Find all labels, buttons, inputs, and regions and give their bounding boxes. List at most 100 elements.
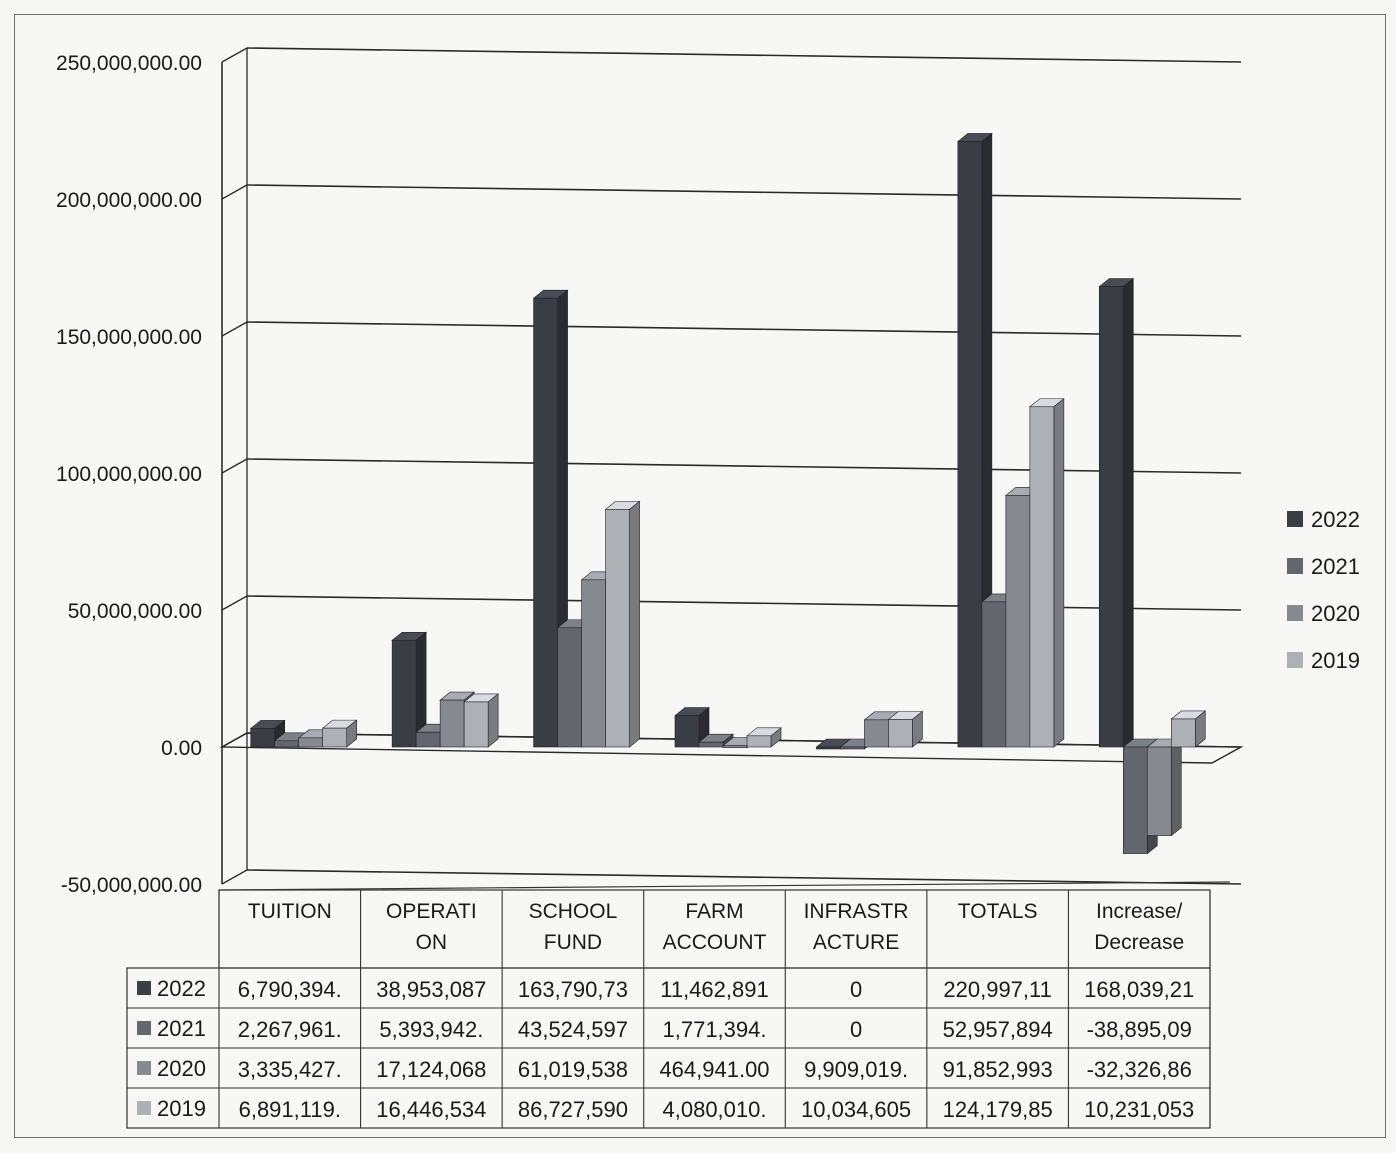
legend: 2022 2021 2020 2019 [1287, 507, 1360, 673]
bar-front [391, 639, 417, 748]
bar-front [840, 746, 865, 750]
bar-front [415, 731, 441, 748]
bar [1029, 398, 1065, 748]
table-cell: 43,524,597 [518, 1017, 628, 1042]
bar-front [722, 745, 748, 749]
category-label: FUND [544, 931, 602, 954]
y-tick-label: 150,000,000.00 [56, 326, 202, 349]
gridline-depth [221, 184, 248, 200]
table-cell: 10,034,605 [801, 1097, 911, 1122]
row-swatch [137, 1101, 151, 1115]
category-label: ACTURE [813, 931, 899, 954]
bar [887, 710, 924, 748]
table-cell: 52,957,894 [943, 1017, 1053, 1042]
bar [321, 719, 358, 748]
gridline-depth [221, 869, 248, 885]
bar-front [816, 746, 841, 750]
bar-front [1146, 746, 1172, 836]
table-cell: 124,179,85 [943, 1097, 1053, 1122]
bar [1170, 710, 1207, 748]
y-tick-label: 200,000,000.00 [56, 189, 202, 212]
y-tick-label: 50,000,000.00 [68, 600, 202, 623]
gridline-depth [221, 595, 248, 611]
row-series-label: 2022 [157, 976, 206, 1001]
table-cell: 163,790,73 [518, 977, 628, 1002]
bar-front [1005, 495, 1031, 748]
gridline [246, 458, 1242, 474]
table-cell: 0 [850, 1017, 862, 1042]
row-series-label: 2020 [157, 1056, 206, 1081]
table-cell: 16,446,534 [376, 1097, 486, 1122]
table-cell: -38,895,09 [1087, 1017, 1192, 1042]
category-label: ACCOUNT [663, 931, 767, 954]
gridline-depth [221, 47, 248, 63]
bars-layer [249, 132, 1207, 855]
table-cell: 6,891,119. [239, 1097, 341, 1122]
data-table: TUITION OPERATI ON SCHOOL FUND FARM ACCOUNT INF… [126, 881, 1231, 1129]
category-label: TUITION [248, 900, 332, 923]
table-cell: 220,997,11 [943, 977, 1051, 1002]
bar-front [463, 701, 489, 748]
table-cell: 61,019,538 [518, 1057, 628, 1082]
bar-side [629, 500, 640, 748]
bar [1146, 738, 1183, 837]
bar-front [1098, 286, 1124, 748]
bar-front [1122, 746, 1148, 854]
category-label: ON [416, 931, 448, 954]
row-series-label: 2021 [157, 1016, 206, 1041]
bar-front [557, 627, 582, 748]
gridline [246, 184, 1242, 200]
bar-front [888, 719, 913, 748]
bar [463, 693, 499, 748]
bar-side [487, 693, 499, 748]
bar-front [605, 509, 630, 748]
category-label: TOTALS [958, 900, 1038, 923]
table-cell: -32,326,86 [1087, 1057, 1192, 1082]
legend-label: 2022 [1311, 507, 1360, 532]
gridline [246, 47, 1242, 63]
bar-front [1170, 718, 1196, 748]
bar-side [1053, 398, 1065, 748]
bar [674, 706, 710, 748]
bar [746, 727, 782, 748]
y-tick-label: 100,000,000.00 [56, 463, 202, 486]
row-swatch [137, 1021, 151, 1035]
bar [249, 719, 286, 748]
gridline [246, 321, 1242, 337]
legend-label: 2020 [1311, 601, 1360, 626]
y-tick-label: 250,000,000.00 [56, 52, 202, 75]
bar-front [581, 579, 606, 748]
gridline [246, 595, 1242, 611]
bar-front [864, 719, 889, 748]
bar-front [298, 737, 324, 748]
category-label: Decrease [1094, 931, 1184, 954]
legend-swatch [1287, 605, 1303, 621]
chart-frame [14, 14, 1386, 1138]
category-label: OPERATI [386, 900, 477, 923]
table-cell: 10,231,053 [1084, 1097, 1194, 1122]
table-cell: 3,335,427. [238, 1057, 342, 1082]
bar-side [1122, 277, 1134, 748]
legend-swatch [1287, 652, 1303, 668]
category-label: INFRASTR [804, 900, 909, 923]
bar [391, 631, 427, 748]
table-cell: 0 [850, 977, 862, 1002]
bar-front [674, 715, 700, 748]
bar-front [322, 727, 348, 748]
table-cell: 91,852,993 [943, 1057, 1053, 1082]
legend-label: 2021 [1311, 554, 1360, 579]
table-cell: 38,953,087 [376, 977, 486, 1002]
bar-front [274, 740, 300, 748]
bar [604, 500, 641, 748]
table-cell: 11,462,891 [660, 977, 768, 1002]
row-swatch [137, 981, 151, 995]
y-tick-label: 0.00 [161, 737, 202, 760]
row-swatch [137, 1061, 151, 1075]
bar-front [250, 728, 276, 748]
zero-floor [219, 732, 1244, 764]
category-label: Increase/ [1096, 900, 1183, 923]
table-top-edge [218, 881, 1231, 891]
table-cell: 2,267,961. [238, 1017, 342, 1042]
